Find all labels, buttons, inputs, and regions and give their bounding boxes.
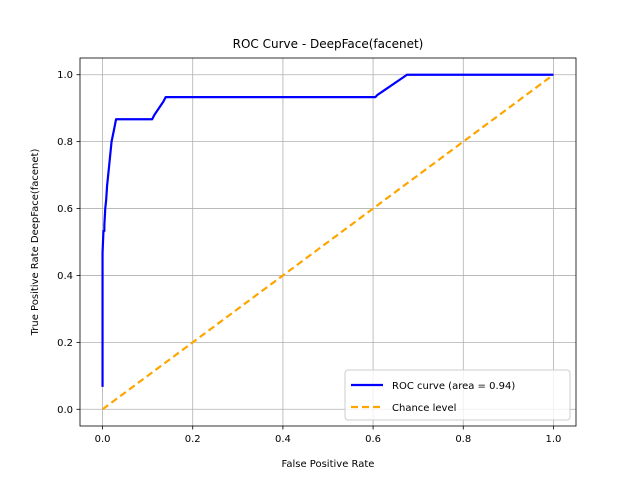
legend: ROC curve (area = 0.94) Chance level (344, 369, 571, 421)
x-tick-label: 0.6 (365, 434, 381, 445)
chance-level-line (101, 73, 555, 411)
chart-title: ROC Curve - DeepFace(facenet) (233, 37, 424, 51)
grid (80, 58, 576, 426)
x-tick-label: 0.8 (455, 434, 471, 445)
y-tick-label: 0.2 (57, 338, 73, 349)
x-tick-label: 0.4 (275, 434, 291, 445)
legend-box (344, 369, 571, 421)
x-axis-ticks: 0.0 0.2 0.4 0.6 0.8 1.0 (95, 426, 562, 445)
roc-curve-line (101, 73, 554, 387)
y-tick-label: 1.0 (57, 70, 73, 81)
x-tick-label: 0.2 (185, 434, 201, 445)
y-tick-label: 0.6 (57, 204, 73, 215)
x-axis-label: False Positive Rate (282, 459, 375, 470)
x-tick-label: 0.0 (95, 434, 111, 445)
plot-series (101, 73, 555, 411)
y-axis-label: True Positive Rate DeepFace(facenet) (30, 149, 41, 337)
y-axis-ticks: 0.0 0.2 0.4 0.6 0.8 1.0 (57, 70, 80, 416)
x-tick-label: 1.0 (546, 434, 562, 445)
y-tick-label: 0.8 (57, 137, 73, 148)
plot-frame (79, 57, 577, 427)
legend-label-roc-curve: ROC curve (area = 0.94) (392, 381, 515, 392)
y-tick-label: 0.0 (57, 405, 73, 416)
legend-label-chance-level: Chance level (392, 403, 456, 414)
y-tick-label: 0.4 (57, 271, 73, 282)
